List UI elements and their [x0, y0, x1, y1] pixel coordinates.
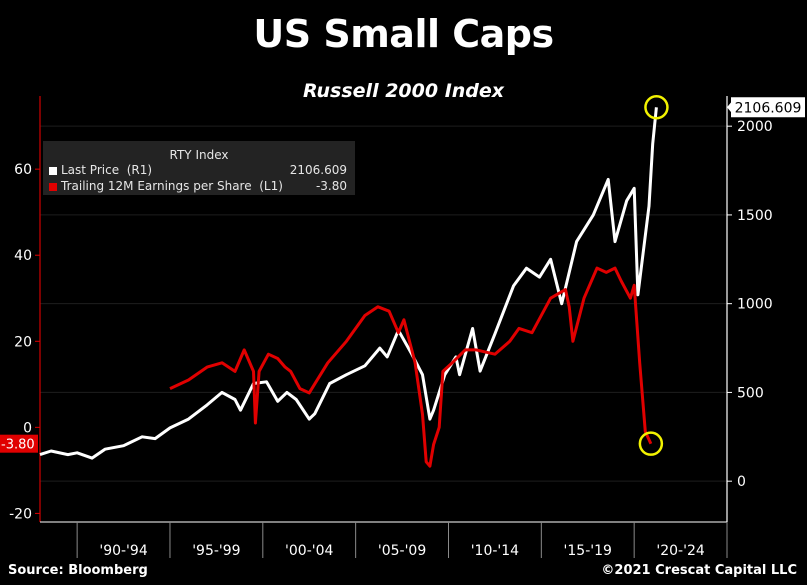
eps-series-line [169, 266, 653, 468]
legend-item-price: Last Price (R1) 2106.609 [49, 163, 347, 179]
x-tick-label: '90-'94 [99, 543, 147, 559]
left-tick-label: 0 [23, 420, 32, 436]
x-tick-label: '00-'04 [285, 543, 333, 559]
markers: 2106.609 -3.80 [0, 95, 805, 456]
legend-item-eps: Trailing 12M Earnings per Share (L1) -3.… [49, 179, 347, 195]
right-tick-label: 2000 [737, 119, 773, 135]
legend-value-price: 2106.609 [289, 163, 347, 177]
eps-highlight-circle [638, 431, 664, 456]
x-tick-label: '95-'99 [192, 543, 240, 559]
right-tick-label: 1000 [737, 297, 773, 313]
right-tick-label: 1500 [737, 208, 773, 224]
eps-last-value-label: -3.80 [1, 438, 35, 453]
price-last-value-pointer [727, 101, 732, 114]
price-last-value-box [731, 97, 805, 118]
series [39, 107, 658, 468]
copyright-note: ©2021 Crescat Capital LLC [601, 563, 797, 578]
eps-last-value-box [0, 434, 38, 453]
legend-label-eps: Trailing 12M Earnings per Share (L1) [61, 179, 283, 193]
source-note: Source: Bloomberg [8, 563, 148, 578]
legend-swatch-price [49, 167, 57, 175]
price-highlight-circle [644, 95, 669, 120]
axes: 60 40 20 0 -20 2000 1500 1000 500 0 [9, 96, 773, 523]
x-ticks: '90-'94 '95-'99 '00-'04 '05-'09 '10-'14 '15-'… [76, 522, 728, 559]
right-tick-label: 0 [737, 474, 746, 490]
legend-box: RTY Index Last Price (R1) 2106.609 Trail… [43, 141, 355, 195]
legend-title: RTY Index [169, 148, 229, 162]
left-tick-label: 20 [14, 334, 32, 350]
right-tick-label: 500 [737, 385, 764, 401]
x-tick-label: '15-'19 [564, 543, 612, 559]
chart-subtitle: Russell 2000 Index [302, 80, 505, 102]
legend-value-eps: -3.80 [315, 179, 347, 193]
left-tick-label: 60 [14, 162, 32, 178]
left-tick-label: -20 [9, 506, 32, 522]
legend-label-price: Last Price (R1) [61, 163, 153, 177]
x-tick-label: '05-'09 [378, 543, 426, 559]
chart-title: US Small Caps [253, 12, 554, 56]
left-tick-label: 40 [14, 248, 32, 264]
price-last-value-label: 2106.609 [735, 100, 802, 116]
price-series-line [39, 107, 658, 460]
x-tick-label: '10-'14 [471, 543, 519, 559]
legend-swatch-eps [49, 183, 57, 191]
x-tick-label: '20-'24 [656, 543, 704, 559]
